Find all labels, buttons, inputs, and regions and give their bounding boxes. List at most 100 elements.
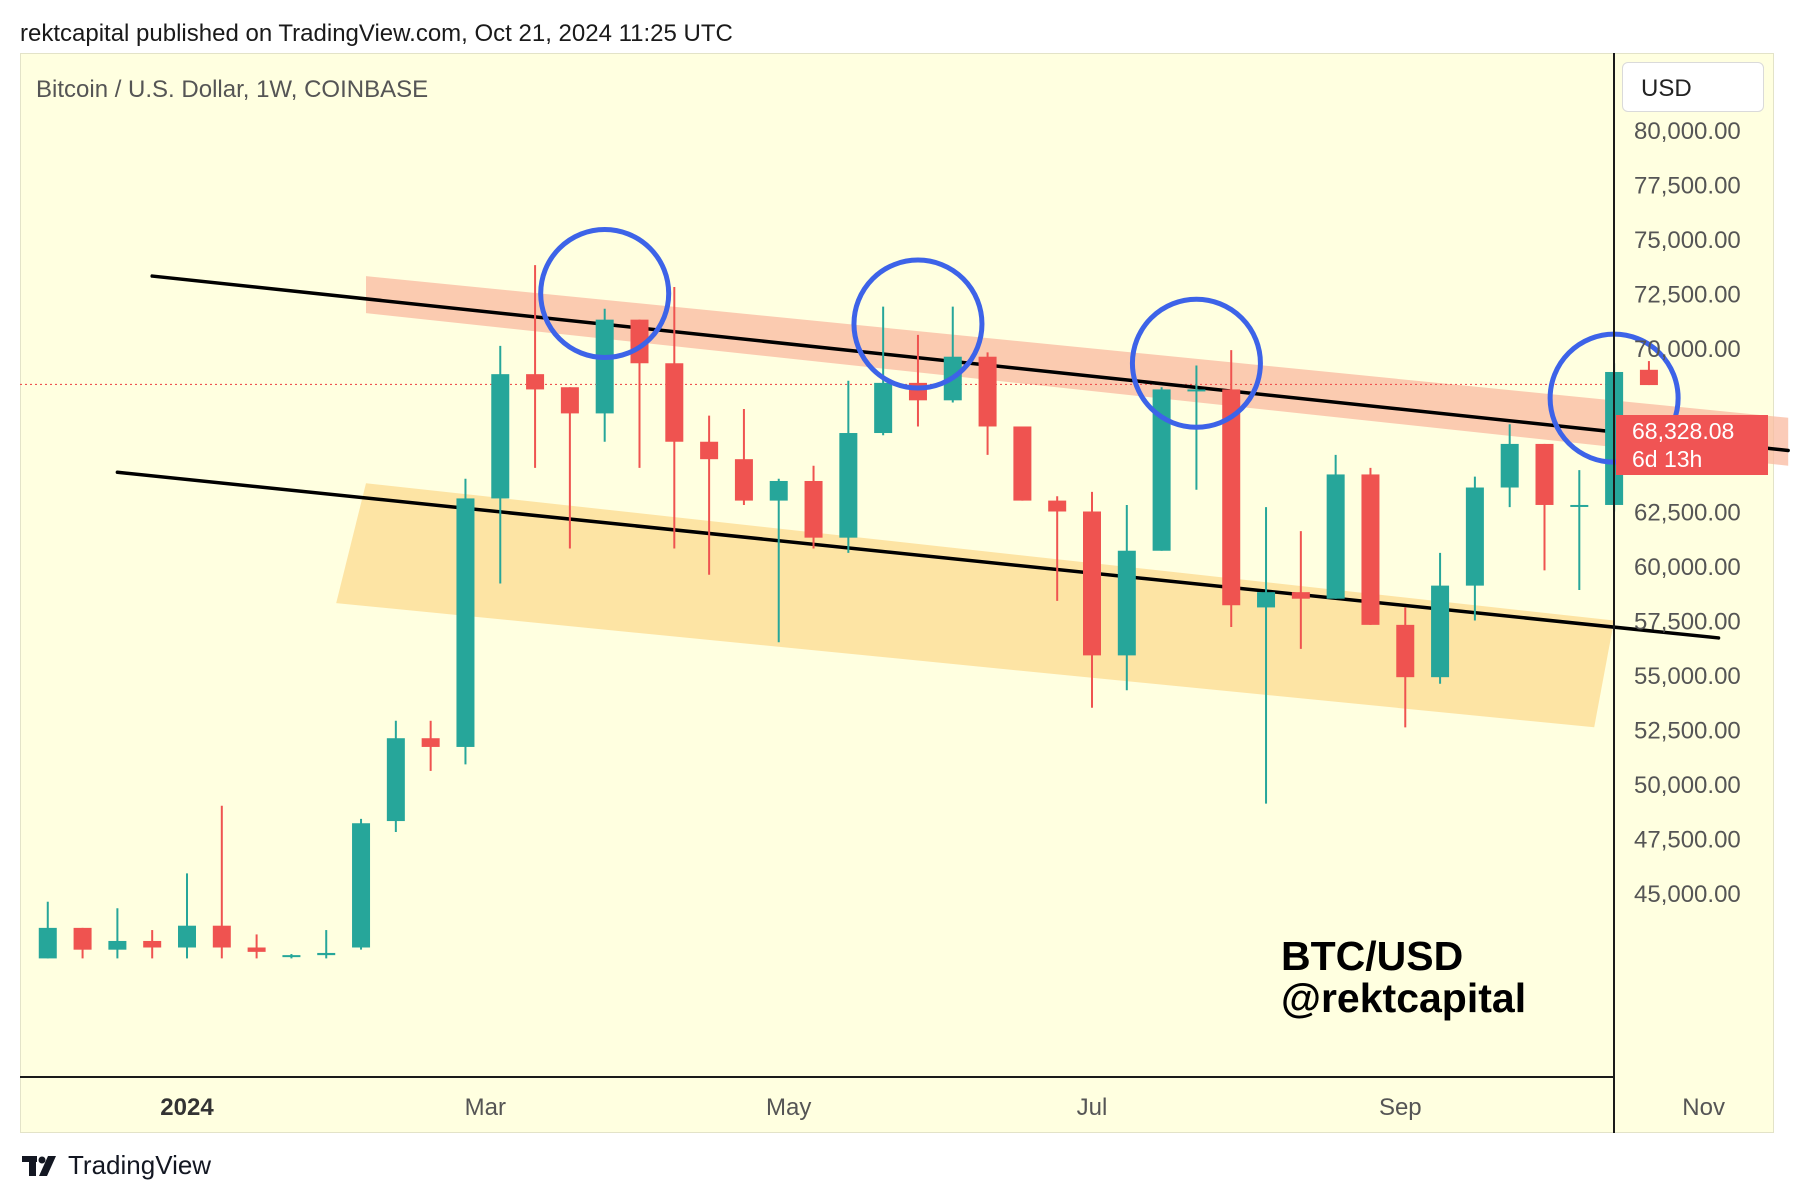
candle-body (178, 925, 196, 948)
candle (38, 901, 57, 959)
candle (734, 409, 753, 505)
candle (1570, 470, 1589, 590)
y-tick-label: 62,500.00 (1634, 500, 1741, 527)
candle (804, 465, 823, 549)
axes-layer (20, 53, 1615, 1133)
lower-trendline (115, 470, 1721, 640)
currency-button[interactable]: USD (1622, 62, 1764, 112)
candle (665, 286, 684, 549)
candle (1117, 504, 1136, 691)
tradingview-logo-icon (22, 1155, 56, 1176)
candle-body (1048, 500, 1067, 512)
candle (1431, 552, 1450, 684)
candle-body (1431, 585, 1450, 678)
candle-body (978, 356, 997, 427)
candle-body (1500, 443, 1519, 488)
y-tick-label: 80,000.00 (1634, 118, 1741, 145)
x-tick-label: Mar (465, 1094, 506, 1121)
candle (1048, 496, 1067, 601)
candle-body (874, 382, 893, 434)
x-tick-label: Jul (1077, 1094, 1108, 1121)
candle (1396, 607, 1415, 728)
candle-body (1083, 511, 1101, 656)
candle-body (1187, 389, 1206, 392)
candle (178, 873, 196, 959)
publish-header: rektcapital published on TradingView.com… (20, 20, 733, 47)
candle-body (595, 319, 614, 414)
candle (456, 478, 475, 765)
highlight-circle (538, 227, 672, 360)
candle-body (1639, 369, 1658, 386)
candle-body (38, 927, 57, 959)
zones-layer (336, 276, 1789, 728)
candle (491, 345, 510, 584)
watermark-symbol: BTC/USD (1281, 933, 1464, 979)
candle (247, 934, 266, 959)
candle-body (1570, 504, 1589, 507)
candle (1639, 361, 1658, 386)
y-tick-label: 70,000.00 (1634, 336, 1741, 363)
candle (1361, 467, 1380, 625)
candle-body (317, 952, 336, 956)
candle (1257, 507, 1276, 804)
candle-body (665, 363, 684, 442)
tradingview-brand: TradingView (68, 1150, 212, 1180)
candle-body (143, 940, 162, 948)
candle (560, 387, 579, 549)
candle (1222, 350, 1241, 628)
candle (1083, 491, 1101, 708)
candle (1291, 531, 1310, 649)
candle-body (421, 738, 440, 747)
y-tick-label: 55,000.00 (1634, 663, 1741, 690)
candle-body (352, 823, 371, 948)
candle-body (1152, 389, 1171, 551)
candle (143, 930, 162, 959)
chart-watermark: BTC/USD @rektcapital (1281, 935, 1526, 1019)
highlight-circle (1129, 296, 1263, 430)
tradingview-footer[interactable]: TradingView (22, 1150, 211, 1181)
candle-body (526, 374, 545, 390)
candle-body (1291, 592, 1310, 599)
candle-body (1361, 474, 1380, 625)
y-tick-label: 60,000.00 (1634, 554, 1741, 581)
candle (108, 908, 127, 959)
candle (769, 478, 788, 643)
candle-body (1465, 487, 1484, 586)
y-tick-label: 75,000.00 (1634, 227, 1741, 254)
x-tick-label: 2024 (160, 1094, 214, 1121)
candle-body (1222, 389, 1241, 606)
candle (386, 720, 405, 832)
watermark-author: @rektcapital (1281, 975, 1527, 1021)
last-price-badge: 68,328.08 6d 13h (1616, 415, 1768, 475)
symbol-label: Bitcoin / U.S. Dollar, 1W, COINBASE (36, 76, 429, 103)
candle (526, 265, 545, 468)
y-tick-label: 57,500.00 (1634, 609, 1741, 636)
candle (421, 720, 440, 771)
candle-body (804, 480, 823, 538)
y-tick-label: 72,500.00 (1634, 282, 1741, 309)
candle-body (1396, 624, 1415, 678)
candle-body (456, 498, 475, 747)
candle (282, 954, 301, 959)
candle (317, 930, 336, 959)
candle-body (700, 441, 719, 460)
candle-body (839, 433, 858, 538)
x-tick-label: May (766, 1094, 811, 1121)
candle (839, 380, 858, 553)
candle-body (108, 940, 127, 950)
x-tick-label: Nov (1682, 1094, 1725, 1121)
candle-body (73, 927, 92, 950)
last-price-value: 68,328.08 (1632, 418, 1735, 444)
candle-body (1257, 592, 1276, 608)
candle-body (769, 480, 788, 501)
candle-body (1117, 550, 1136, 656)
candle (1013, 426, 1032, 501)
candle (978, 352, 997, 455)
candle (73, 927, 92, 959)
candle-body (734, 459, 753, 501)
candle-body (212, 925, 231, 948)
highlight-circle (851, 257, 985, 391)
y-tick-label: 50,000.00 (1634, 772, 1741, 799)
candle (352, 818, 371, 950)
